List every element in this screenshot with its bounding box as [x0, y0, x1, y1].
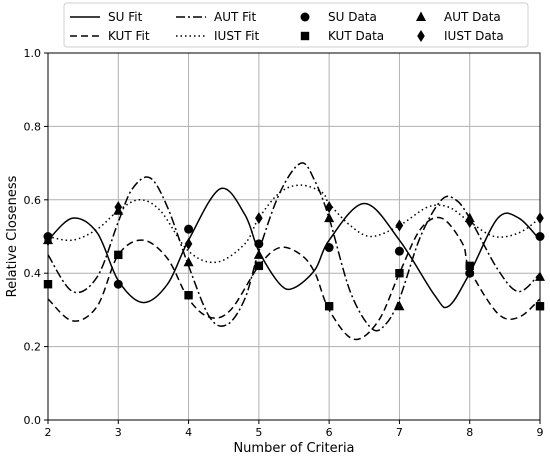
x-tick-label: 9	[537, 426, 544, 439]
y-tick-label: 0.8	[24, 120, 42, 133]
legend-iust-data-label: IUST Data	[444, 29, 504, 43]
iust-data-point	[325, 201, 333, 214]
su-data-point	[324, 243, 334, 253]
y-axis-label: Relative Closeness	[5, 175, 20, 297]
legend-aut-data-label: AUT Data	[444, 10, 501, 24]
su-data-point	[254, 239, 264, 249]
plot-area-frame	[47, 52, 541, 421]
x-tick-label: 5	[255, 426, 262, 439]
iust-data-point	[395, 219, 404, 232]
su-data-point	[394, 246, 404, 256]
legend-su-fit-label: SU Fit	[108, 10, 143, 24]
legend-aut-fit-label: AUT Fit	[214, 10, 257, 24]
x-tick-label: 8	[466, 426, 473, 439]
legend-iust-fit-label: IUST Fit	[214, 29, 259, 43]
iust-data-point	[255, 212, 263, 225]
kut-fit-line	[47, 216, 541, 341]
legend-kut-data-swatch	[300, 31, 310, 41]
kut-data-point	[114, 250, 123, 260]
kut-data-point	[465, 261, 474, 271]
x-tick-label: 7	[396, 426, 403, 439]
x-tick-label: 6	[326, 426, 333, 439]
aut-fit-line	[47, 162, 541, 332]
legend-box	[63, 2, 529, 48]
data-markers	[43, 201, 545, 311]
kut-data-point	[184, 291, 193, 300]
legend-su-data-swatch	[300, 12, 310, 22]
y-tick-label: 0.6	[24, 194, 42, 207]
y-tick-label: 0.4	[24, 267, 42, 280]
legend-aut-data-swatch	[416, 11, 426, 21]
iust-data-point	[184, 237, 193, 250]
iust-data-point	[114, 201, 123, 214]
legend-iust-data-swatch	[417, 30, 425, 42]
y-tick-label: 1.0	[24, 47, 42, 60]
y-tick-label: 0.0	[24, 414, 42, 427]
aut-data-point	[253, 249, 264, 259]
iust-fit-line	[47, 184, 541, 264]
aut-data-point	[394, 300, 405, 311]
kut-data-point	[395, 269, 404, 278]
legend-su-data-label: SU Data	[328, 10, 377, 24]
iust-data-point	[465, 215, 474, 228]
aut-data-point	[324, 212, 335, 223]
x-tick-label: 2	[45, 426, 52, 439]
su-data-point	[184, 224, 194, 234]
kut-data-point	[254, 261, 264, 271]
x-tick-label: 3	[115, 426, 122, 439]
axis-ticks: 2 3 4 5 6 7 8 9 0.0 0.2 0.4 0.6 0.8 1.0	[24, 47, 544, 439]
y-tick-label: 0.2	[24, 341, 42, 354]
su-data-point	[113, 279, 123, 289]
x-tick-label: 4	[185, 426, 192, 439]
legend: SU Fit AUT Fit SU Data AUT Data KUT Fit IUST …	[63, 2, 529, 48]
su-fit-line	[47, 187, 541, 309]
x-axis-label: Number of Criteria	[233, 441, 354, 456]
grid	[47, 52, 541, 421]
legend-kut-data-label: KUT Data	[328, 29, 384, 43]
legend-kut-fit-label: KUT Fit	[108, 29, 150, 43]
fit-curves	[47, 162, 541, 341]
kut-data-point	[324, 302, 334, 311]
su-data-point	[465, 268, 475, 278]
aut-data-point	[183, 256, 194, 267]
